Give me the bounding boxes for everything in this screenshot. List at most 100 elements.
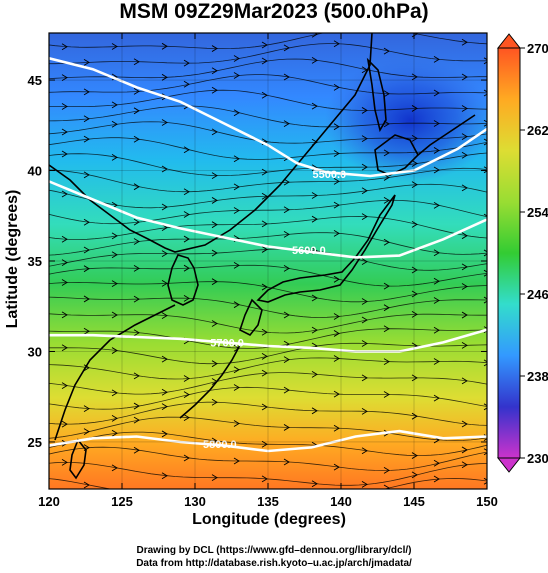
wind-arrowhead: [361, 258, 368, 265]
colorbar: 230 238 246 254 262 270: [496, 33, 548, 473]
wind-arrowhead: [261, 475, 268, 483]
colorbar-min-arrow: [496, 457, 522, 473]
wind-arrowhead: [111, 414, 118, 422]
wind-arrowhead: [183, 414, 190, 421]
wind-arrowhead: [61, 190, 68, 198]
wind-arrowhead: [283, 458, 290, 466]
wind-arrowhead: [383, 304, 390, 312]
wind-arrowhead: [211, 45, 218, 52]
credit-data: Data from http://database.rish.kyoto–u.a…: [136, 558, 412, 569]
streamline: [49, 264, 487, 287]
wind-arrowhead: [283, 265, 290, 272]
japan-honshu-coast: [256, 194, 396, 303]
wind-arrowhead: [461, 151, 468, 159]
wind-arrowhead: [83, 327, 90, 335]
wind-arrowhead: [411, 105, 418, 112]
contour-line: [49, 57, 487, 178]
wind-arrowhead: [361, 340, 368, 347]
wind-arrowhead: [461, 311, 468, 319]
wind-arrowhead: [461, 420, 468, 428]
wind-arrowhead: [161, 312, 168, 320]
wind-arrowhead: [233, 109, 240, 117]
wind-arrowhead: [461, 446, 468, 454]
wind-arrowhead: [83, 481, 90, 489]
wind-arrowhead: [133, 402, 140, 410]
wind-arrowhead: [433, 89, 440, 97]
wind-arrowhead: [61, 128, 68, 136]
wind-arrowhead: [183, 59, 190, 67]
wind-arrowhead: [311, 294, 318, 302]
wind-arrowhead: [383, 358, 390, 366]
wind-arrowhead: [161, 73, 168, 81]
wind-arrowhead: [283, 178, 290, 186]
wind-arrowhead: [211, 67, 218, 75]
wind-arrowhead: [111, 311, 118, 319]
contour-label: 5500.0: [312, 169, 346, 181]
wind-arrowhead: [233, 301, 240, 309]
wind-arrowhead: [411, 290, 418, 298]
wind-arrowhead: [361, 408, 368, 415]
y-tick-label: 30: [28, 344, 42, 359]
wind-arrowhead: [133, 135, 140, 143]
wind-arrowhead: [383, 484, 390, 489]
wind-arrowhead: [261, 246, 268, 253]
streamline: [49, 446, 487, 471]
wind-arrowhead: [483, 166, 487, 174]
wind-arrowhead: [233, 183, 240, 191]
wind-arrowhead: [261, 192, 268, 200]
wind-arrowhead: [461, 133, 468, 141]
wind-arrowhead: [111, 347, 118, 354]
wind-arrowhead: [233, 155, 240, 163]
wind-arrowhead: [61, 311, 68, 319]
streamline: [49, 386, 487, 410]
wind-arrowhead: [233, 457, 240, 465]
wind-arrowhead: [433, 147, 440, 154]
wind-arrowhead: [233, 262, 240, 269]
wind-arrowhead: [111, 232, 118, 240]
x-tick-label: 135: [257, 494, 279, 509]
wind-arrowhead: [333, 275, 340, 283]
wind-arrowhead: [83, 59, 90, 66]
wind-arrowhead: [483, 403, 487, 411]
wind-arrowhead: [211, 86, 218, 94]
wind-arrowhead: [383, 391, 390, 398]
wind-arrowhead: [61, 259, 68, 267]
wind-arrowhead: [111, 464, 118, 472]
wind-arrowhead: [433, 475, 440, 483]
wind-arrowhead: [311, 480, 318, 488]
wind-arrowhead: [461, 377, 468, 385]
wind-arrowhead: [333, 83, 340, 91]
wind-arrowhead: [161, 388, 168, 396]
wind-arrowhead: [133, 372, 140, 380]
wind-arrowhead: [133, 107, 140, 115]
wind-arrowhead: [333, 150, 340, 157]
wind-arrowhead: [383, 467, 390, 474]
wind-arrowhead: [483, 89, 487, 97]
wind-arrowhead: [461, 184, 468, 192]
wind-arrowhead: [83, 428, 90, 435]
wind-arrowhead: [411, 452, 418, 459]
wind-arrowhead: [134, 490, 139, 496]
wind-arrowhead: [311, 102, 318, 110]
wind-arrowhead: [211, 278, 218, 286]
wind-arrowhead: [61, 382, 68, 389]
wind-arrowhead: [411, 374, 418, 382]
wind-arrowhead: [383, 325, 390, 333]
wind-arrowhead: [133, 446, 140, 454]
wind-arrowhead: [261, 57, 268, 65]
wind-arrowhead: [83, 405, 90, 413]
wind-arrowhead: [483, 249, 487, 257]
wind-arrowhead: [361, 213, 368, 221]
wind-arrowhead: [411, 73, 418, 81]
streamline: [49, 416, 487, 441]
wind-arrowhead: [483, 119, 487, 127]
contour-line: [49, 328, 487, 353]
wind-arrowhead: [361, 374, 368, 382]
wind-arrowhead: [311, 164, 318, 172]
wind-arrowhead: [233, 72, 240, 79]
streamline: [49, 105, 487, 128]
x-tick-label: 145: [403, 494, 425, 509]
y-axis-ticks: 25 30 35 40 45: [28, 73, 487, 450]
wind-arrowhead: [461, 38, 468, 46]
wind-arrowhead: [183, 391, 190, 399]
